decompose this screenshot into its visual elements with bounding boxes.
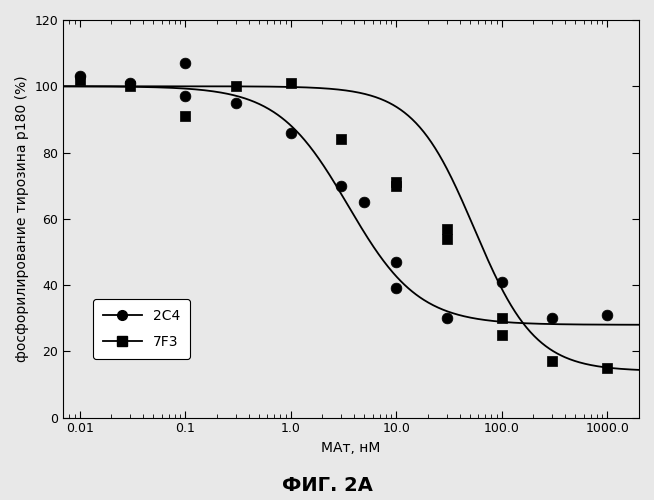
7F3 — [285, 79, 296, 87]
2C4 — [75, 72, 85, 80]
2C4 — [602, 311, 612, 319]
2C4 — [125, 79, 135, 87]
7F3 — [441, 224, 452, 232]
7F3 — [391, 178, 402, 186]
2C4 — [230, 99, 241, 107]
7F3 — [496, 314, 507, 322]
7F3 — [180, 112, 190, 120]
7F3 — [547, 358, 557, 366]
7F3 — [75, 76, 85, 84]
2C4 — [496, 278, 507, 285]
7F3 — [391, 182, 402, 190]
Y-axis label: фосфорилирование тирозина р180 (%): фосфорилирование тирозина р180 (%) — [15, 76, 29, 362]
2C4 — [547, 314, 557, 322]
7F3 — [441, 234, 452, 242]
7F3 — [125, 82, 135, 90]
Text: ФИГ. 2А: ФИГ. 2А — [282, 476, 372, 495]
2C4 — [336, 182, 346, 190]
7F3 — [336, 136, 346, 143]
7F3 — [230, 82, 241, 90]
7F3 — [496, 331, 507, 339]
2C4 — [285, 128, 296, 136]
2C4 — [441, 314, 452, 322]
2C4 — [180, 92, 190, 100]
7F3 — [602, 364, 612, 372]
2C4 — [180, 59, 190, 67]
Legend: 2C4, 7F3: 2C4, 7F3 — [94, 299, 190, 359]
2C4 — [391, 284, 402, 292]
X-axis label: МАт, нМ: МАт, нМ — [322, 441, 381, 455]
2C4 — [391, 258, 402, 266]
2C4 — [359, 198, 370, 206]
